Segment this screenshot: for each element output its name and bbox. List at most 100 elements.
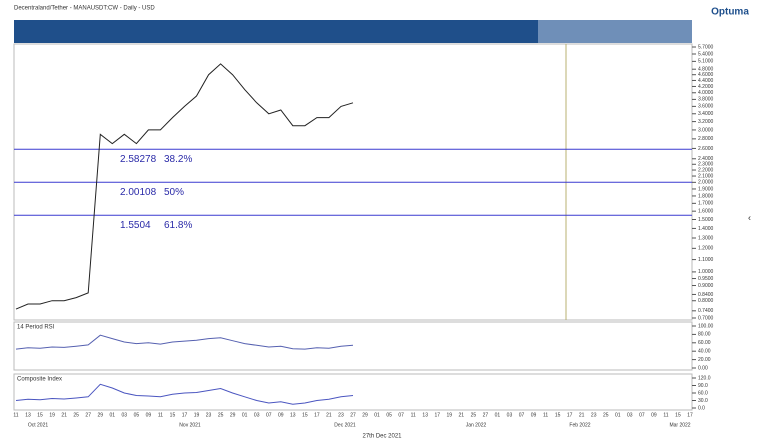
y-tick-label: 2.2000	[698, 167, 714, 173]
x-tick-label: 25	[73, 412, 79, 418]
chart-title: Decentraland/Tether - MANAUSDT:CW - Dail…	[14, 6, 155, 12]
y-tick-label: 4.4000	[698, 78, 714, 84]
x-tick-label: 11	[158, 412, 163, 418]
y-tick-label: 40.00	[698, 349, 711, 355]
x-tick-label: 25	[603, 412, 609, 418]
series-line	[15, 334, 354, 350]
x-tick-label: 15	[675, 412, 681, 418]
y-tick-label: 2.3000	[698, 162, 714, 168]
y-tick-label: 3.6000	[698, 104, 714, 110]
x-tick-label: 13	[25, 412, 31, 418]
x-tick-label: 23	[338, 412, 344, 418]
x-tick-label: 03	[254, 412, 260, 418]
y-tick-label: 0.7000	[698, 315, 714, 321]
x-tick-label: 17	[567, 412, 573, 418]
y-tick-label: 5.7000	[698, 44, 714, 50]
y-tick-label: 4.0000	[698, 90, 714, 96]
x-tick-label: 23	[206, 412, 212, 418]
cursor-date: 27th Dec 2021	[362, 434, 402, 440]
y-tick-label: 100.00	[698, 323, 714, 329]
y-tick-label: 3.0000	[698, 127, 714, 133]
y-tick-label: 1.2000	[698, 246, 714, 252]
x-tick-label: 09	[278, 412, 284, 418]
y-tick-label: 4.8000	[698, 67, 714, 73]
x-tick-label: 23	[591, 412, 597, 418]
x-tick-label: 09	[531, 412, 537, 418]
x-group-label: Feb 2022	[569, 422, 590, 428]
x-tick-label: 13	[422, 412, 428, 418]
x-tick-label: 17	[687, 412, 693, 418]
navigator-window	[538, 20, 692, 43]
x-tick-label: 29	[362, 412, 368, 418]
x-tick-label: 01	[242, 412, 248, 418]
x-tick-label: 03	[627, 412, 633, 418]
y-tick-label: 1.6000	[698, 209, 714, 215]
y-tick-label: 3.4000	[698, 111, 714, 117]
x-tick-label: 19	[447, 412, 453, 418]
x-tick-label: 01	[615, 412, 621, 418]
fib-value: 2.58278	[120, 154, 157, 165]
x-group-label: Dec 2021	[334, 422, 356, 428]
x-tick-label: 19	[194, 412, 200, 418]
fib-value: 2.00108	[120, 187, 157, 198]
x-tick-label: 07	[266, 412, 272, 418]
y-tick-label: 60.0	[698, 390, 708, 396]
fib-label: 50%	[164, 187, 184, 198]
y-tick-label: 30.0	[698, 398, 708, 404]
x-tick-label: 27	[483, 412, 489, 418]
x-tick-label: 29	[230, 412, 236, 418]
x-tick-label: 11	[13, 412, 18, 418]
y-tick-label: 1.9000	[698, 186, 714, 192]
x-tick-label: 11	[663, 412, 668, 418]
x-tick-label: 09	[651, 412, 657, 418]
y-tick-label: 0.7400	[698, 308, 714, 314]
x-tick-label: 21	[326, 412, 332, 418]
x-group-label: Mar 2022	[669, 422, 690, 428]
y-tick-label: 0.8000	[698, 298, 714, 304]
x-tick-label: 05	[134, 412, 140, 418]
y-tick-label: 4.6000	[698, 72, 714, 78]
y-tick-label: 0.9500	[698, 276, 714, 282]
x-tick-label: 27	[350, 412, 356, 418]
y-tick-label: 1.3000	[698, 235, 714, 241]
y-tick-label: 1.8000	[698, 193, 714, 199]
x-tick-label: 17	[182, 412, 188, 418]
y-tick-label: 0.0	[698, 405, 705, 411]
y-tick-label: 90.0	[698, 383, 708, 389]
x-tick-label: 11	[543, 412, 548, 418]
y-tick-label: 3.2000	[698, 119, 714, 125]
y-tick-label: 2.1000	[698, 173, 714, 179]
y-tick-label: 80.00	[698, 332, 711, 338]
y-tick-label: 2.6000	[698, 146, 714, 152]
x-tick-label: 13	[290, 412, 296, 418]
y-tick-label: 5.1000	[698, 59, 714, 65]
y-tick-label: 5.4000	[698, 51, 714, 57]
x-group-label: Jan 2022	[466, 422, 487, 428]
x-tick-label: 21	[459, 412, 465, 418]
x-tick-label: 07	[398, 412, 404, 418]
x-tick-label: 17	[314, 412, 320, 418]
panel-title: Composite Index	[17, 377, 62, 383]
x-tick-label: 25	[471, 412, 477, 418]
x-tick-label: 15	[170, 412, 176, 418]
x-tick-label: 21	[61, 412, 67, 418]
navigator	[14, 20, 692, 43]
fib-label: 61.8%	[164, 220, 192, 231]
collapse-button[interactable]: ‹	[748, 212, 751, 222]
x-group-label: Nov 2021	[179, 422, 201, 428]
fib-value: 1.5504	[120, 220, 151, 231]
x-tick-label: 15	[555, 412, 561, 418]
y-tick-label: 3.8000	[698, 97, 714, 103]
y-tick-label: 0.00	[698, 365, 708, 371]
fib-label: 38.2%	[164, 154, 192, 165]
y-tick-label: 1.5000	[698, 217, 714, 223]
y-tick-label: 0.9000	[698, 283, 714, 289]
rsi-panel	[13, 321, 693, 371]
composite-panel	[13, 373, 693, 411]
y-tick-label: 2.0000	[698, 180, 714, 186]
y-tick-label: 1.4000	[698, 226, 714, 232]
x-tick-label: 01	[374, 412, 380, 418]
y-tick-label: 20.00	[698, 357, 711, 363]
